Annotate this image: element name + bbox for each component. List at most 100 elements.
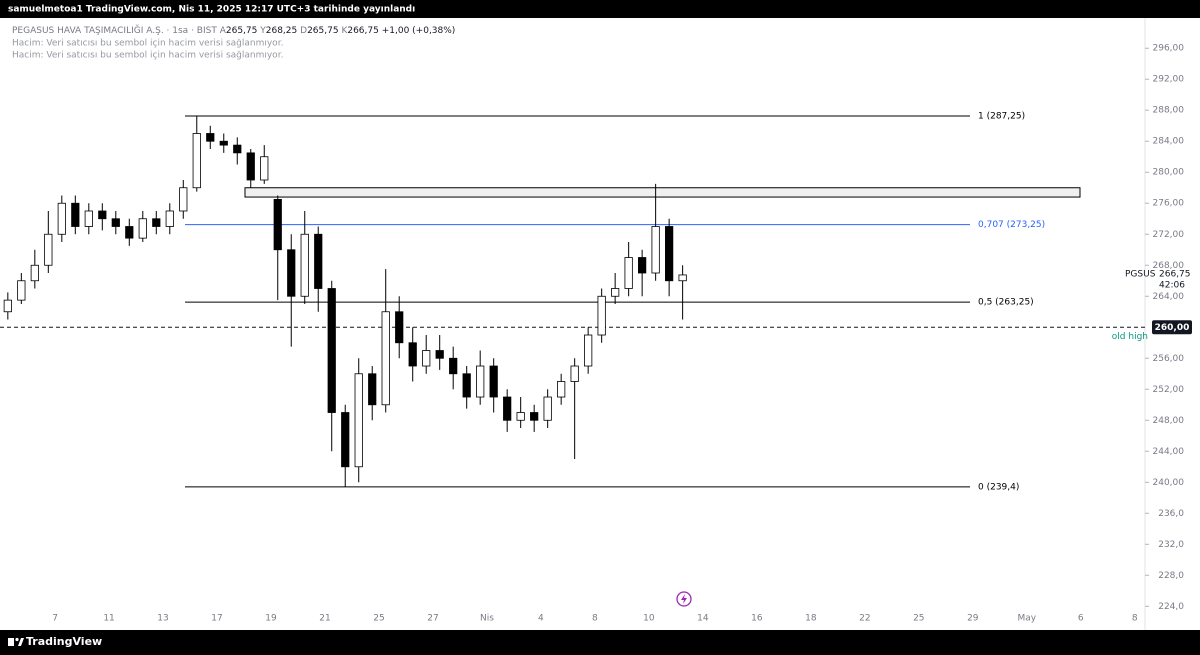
- candle-body: [314, 233, 323, 289]
- candle-body: [611, 288, 620, 297]
- volume-note: Hacim: Veri satıcısı bu sembol için haci…: [12, 39, 283, 49]
- ohlc-value: 265,75: [226, 26, 258, 36]
- x-tick-label: 13: [157, 614, 168, 624]
- y-tick-label: 248,00: [1153, 416, 1185, 426]
- x-tick-label: 6: [1078, 614, 1084, 624]
- y-tick-label: 296,00: [1153, 44, 1185, 54]
- last-price: 266,75: [1159, 269, 1191, 279]
- candle-body: [435, 350, 444, 359]
- candle-body: [543, 396, 552, 421]
- candle-body: [3, 299, 12, 313]
- x-tick-label: 8: [592, 614, 598, 624]
- candle-body: [71, 202, 80, 227]
- candle-body: [17, 280, 26, 301]
- change: +1,00 (+0,38%): [382, 26, 456, 36]
- x-tick-label: 14: [697, 614, 709, 624]
- y-tick-label: 252,00: [1153, 385, 1185, 395]
- ohlc-key: A: [220, 26, 227, 36]
- top-bar-text: samuelmetoa1 TradingView.com, Nis 11, 20…: [8, 5, 415, 15]
- ohlc-key: Y: [259, 26, 266, 36]
- zone: [244, 187, 1081, 198]
- candle-body: [381, 311, 390, 406]
- fib-label: 0,707 (273,25): [978, 220, 1045, 230]
- y-tick-label: 268,00: [1153, 261, 1185, 271]
- candle-body: [489, 365, 498, 398]
- y-tick-label: 236,0: [1158, 509, 1184, 519]
- lightning-icon: [676, 591, 692, 607]
- candle-body: [557, 381, 566, 398]
- candle-body: [219, 140, 228, 146]
- x-tick-label: 11: [103, 614, 114, 624]
- candle-body: [179, 187, 188, 212]
- y-tick-label: 232,0: [1158, 540, 1184, 550]
- x-tick-label: 25: [373, 614, 384, 624]
- candle-body: [422, 350, 431, 367]
- candle-body: [678, 274, 687, 282]
- y-tick-label: 288,00: [1153, 106, 1185, 116]
- candle-body: [152, 218, 161, 227]
- y-tick-label: 280,00: [1153, 168, 1185, 178]
- symbol-name: PEGASUS HAVA TAŞIMACILIĞI A.Ş. · 1sa · B…: [12, 24, 217, 36]
- x-tick-label: 22: [859, 614, 870, 624]
- candle-body: [638, 257, 647, 274]
- x-tick-label: 17: [211, 614, 222, 624]
- x-tick-label: 29: [967, 614, 979, 624]
- candle-body: [651, 226, 660, 274]
- y-tick-label: 256,00: [1153, 354, 1185, 364]
- x-tick-label: 8: [1132, 614, 1138, 624]
- candle-body: [125, 226, 134, 239]
- volume-note: Hacim: Veri satıcısı bu sembol için haci…: [12, 51, 283, 61]
- candle-body: [408, 342, 417, 367]
- candle-body: [665, 226, 674, 282]
- candle-body: [98, 210, 107, 220]
- x-tick-label: 27: [427, 614, 438, 624]
- candle-body: [503, 396, 512, 421]
- fib-label: 0 (239,4): [978, 482, 1019, 492]
- candle-body: [44, 233, 53, 266]
- symbol-line: PEGASUS HAVA TAŞIMACILIĞI A.Ş. · 1sa · B…: [12, 24, 455, 36]
- candle-body: [192, 133, 201, 189]
- candle-body: [233, 144, 242, 154]
- candle-body: [449, 357, 458, 375]
- candle-body: [165, 210, 174, 227]
- candle-body: [111, 218, 120, 227]
- y-tick-label: 284,00: [1153, 137, 1185, 147]
- candle-body: [354, 373, 363, 468]
- x-tick-label: 10: [643, 614, 655, 624]
- x-tick-label: 7: [52, 614, 58, 624]
- price-tag-label: 260,00: [1155, 323, 1190, 333]
- ohlc-value: 268,25: [266, 26, 298, 36]
- x-tick-label: May: [1017, 614, 1036, 624]
- x-tick-label: 21: [319, 614, 330, 624]
- top-bar: [0, 0, 1200, 18]
- countdown: 42:06: [1159, 280, 1185, 290]
- candle-body: [530, 412, 539, 421]
- y-tick-label: 272,00: [1153, 230, 1185, 240]
- y-tick-label: 276,00: [1153, 199, 1185, 209]
- candle-body: [138, 218, 147, 239]
- candle-body: [584, 334, 593, 367]
- y-tick-label: 264,00: [1153, 292, 1185, 302]
- candle-body: [341, 412, 350, 468]
- price-tag: [1152, 320, 1192, 335]
- y-tick-label: 244,00: [1153, 447, 1185, 457]
- candle-body: [462, 373, 471, 398]
- candle-body: [84, 210, 93, 227]
- fib-label: 0,5 (263,25): [978, 298, 1034, 308]
- fib-label: 1 (287,25): [978, 112, 1025, 122]
- candle-body: [273, 198, 282, 251]
- candle-body: [624, 257, 633, 289]
- ohlc-value: 265,75: [307, 26, 339, 36]
- x-tick-label: Nis: [480, 614, 494, 624]
- y-tick-label: 228,0: [1158, 571, 1184, 581]
- old-high-note: old high: [1112, 332, 1148, 342]
- x-tick-label: 18: [805, 614, 817, 624]
- last-price-symbol: PGSUS: [1125, 269, 1156, 279]
- y-tick-label: 292,00: [1153, 75, 1185, 85]
- candle-body: [30, 264, 39, 282]
- x-tick-label: 25: [913, 614, 924, 624]
- x-tick-label: 19: [265, 614, 277, 624]
- candle-body: [260, 156, 269, 181]
- footer-brand: TradingView: [26, 635, 102, 648]
- footer-bar: [0, 630, 1200, 655]
